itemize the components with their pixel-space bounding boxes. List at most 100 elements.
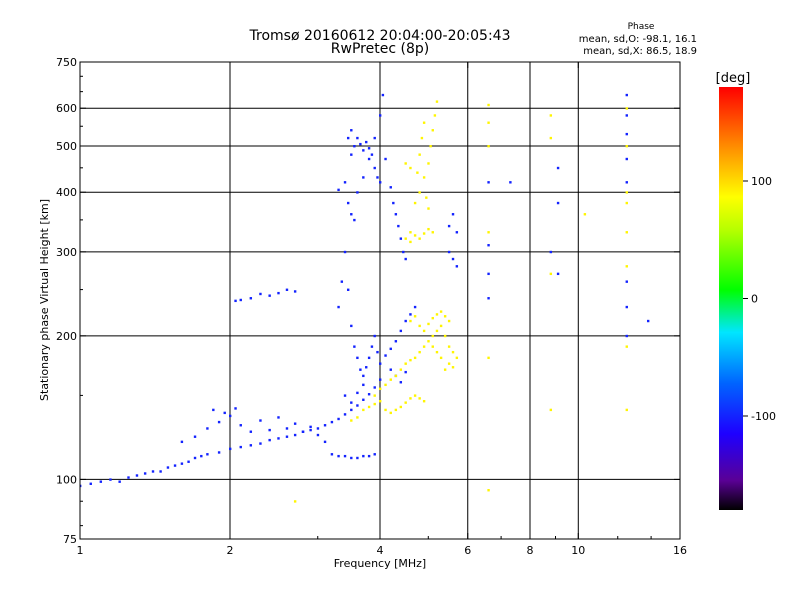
- o-mode-point: [187, 460, 190, 463]
- x-mode-point: [549, 136, 553, 140]
- o-mode-point: [356, 391, 359, 395]
- x-mode-point: [379, 400, 382, 403]
- o-mode-point: [362, 383, 365, 387]
- o-mode-point: [337, 305, 340, 309]
- o-mode-point: [350, 153, 353, 156]
- o-mode-point: [392, 201, 395, 205]
- x-mode-point: [433, 114, 437, 117]
- x-mode-point: [413, 315, 417, 318]
- x-mode-point: [447, 362, 451, 365]
- o-mode-point: [367, 147, 371, 150]
- x-mode-point: [625, 201, 628, 205]
- x-mode-point: [443, 368, 447, 371]
- x-mode-point: [431, 129, 434, 132]
- o-mode-point: [625, 114, 628, 117]
- x-mode-point: [420, 136, 424, 140]
- x-mode-point: [422, 232, 426, 235]
- o-mode-point: [384, 157, 387, 161]
- o-mode-point: [549, 250, 553, 254]
- chart-subtitle: RwPretec (8p): [331, 41, 429, 57]
- x-mode-point: [404, 162, 407, 165]
- o-mode-point: [309, 428, 312, 432]
- o-mode-point: [404, 319, 407, 323]
- x-mode-point: [487, 489, 490, 492]
- o-mode-point: [384, 354, 387, 357]
- o-mode-point: [212, 408, 215, 412]
- o-mode-point: [180, 462, 184, 465]
- o-mode-point: [394, 340, 398, 343]
- x-mode-point: [427, 322, 430, 326]
- o-mode-point: [399, 237, 403, 240]
- x-mode-point: [447, 319, 451, 323]
- y-tick-label: 200: [56, 330, 77, 343]
- x-mode-point: [413, 356, 417, 360]
- x-mode-point: [443, 334, 447, 338]
- o-mode-point: [343, 181, 347, 184]
- o-mode-point: [389, 368, 392, 371]
- o-mode-point: [556, 272, 560, 276]
- o-mode-point: [556, 201, 560, 205]
- o-mode-point: [135, 474, 139, 477]
- o-mode-point: [379, 181, 382, 184]
- o-mode-point: [337, 454, 340, 458]
- o-mode-point: [99, 480, 103, 483]
- x-tick-label: 4: [377, 544, 384, 557]
- o-mode-point: [404, 257, 407, 261]
- x-mode-point: [418, 350, 421, 354]
- o-mode-point: [127, 476, 130, 479]
- o-mode-point: [487, 272, 490, 276]
- x-mode-point: [431, 316, 434, 320]
- o-mode-point: [399, 329, 403, 333]
- x-mode-point: [429, 144, 432, 148]
- x-mode-point: [416, 171, 419, 174]
- o-mode-point: [217, 451, 221, 454]
- x-mode-point: [625, 265, 628, 268]
- x-mode-point: [487, 356, 490, 360]
- y-tick-label: 600: [56, 102, 77, 115]
- o-mode-point: [323, 424, 327, 427]
- colorbar: [719, 87, 743, 510]
- x-mode-point: [379, 387, 382, 391]
- o-mode-point: [293, 422, 297, 425]
- x-mode-point: [418, 397, 421, 400]
- o-mode-point: [223, 411, 226, 415]
- o-mode-point: [487, 297, 490, 300]
- x-axis-label: Frequency [MHz]: [334, 557, 426, 570]
- grid-lines: [80, 62, 680, 539]
- x-mode-point: [439, 324, 443, 328]
- o-mode-point: [350, 129, 353, 132]
- o-mode-point: [206, 427, 209, 430]
- x-mode-point: [451, 366, 455, 369]
- o-mode-point: [277, 437, 280, 440]
- o-mode-point: [268, 438, 271, 442]
- o-mode-point: [277, 291, 280, 295]
- o-mode-point: [346, 288, 350, 291]
- o-mode-point: [301, 430, 305, 433]
- y-tick-label: 500: [56, 140, 77, 153]
- o-mode-point: [367, 157, 371, 161]
- o-mode-point: [109, 478, 112, 481]
- o-mode-point: [362, 374, 365, 378]
- x-mode-point: [431, 345, 434, 348]
- colorbar-tick-label: -100: [751, 410, 776, 423]
- o-mode-point: [376, 350, 379, 354]
- x-mode-point: [413, 201, 417, 205]
- o-mode-point: [370, 153, 374, 156]
- o-mode-point: [173, 464, 177, 467]
- x-mode-point: [422, 400, 426, 403]
- o-mode-point: [309, 425, 312, 429]
- o-mode-point: [259, 292, 262, 296]
- o-mode-point: [487, 244, 490, 247]
- o-mode-point: [373, 386, 376, 389]
- o-mode-point: [394, 213, 398, 216]
- o-mode-point: [193, 435, 197, 438]
- o-mode-point: [350, 213, 353, 216]
- o-mode-point: [373, 166, 376, 170]
- x-mode-point: [549, 272, 553, 276]
- o-mode-point: [143, 472, 147, 475]
- o-mode-point: [379, 362, 382, 365]
- o-mode-point: [268, 294, 271, 297]
- o-mode-point: [180, 440, 184, 444]
